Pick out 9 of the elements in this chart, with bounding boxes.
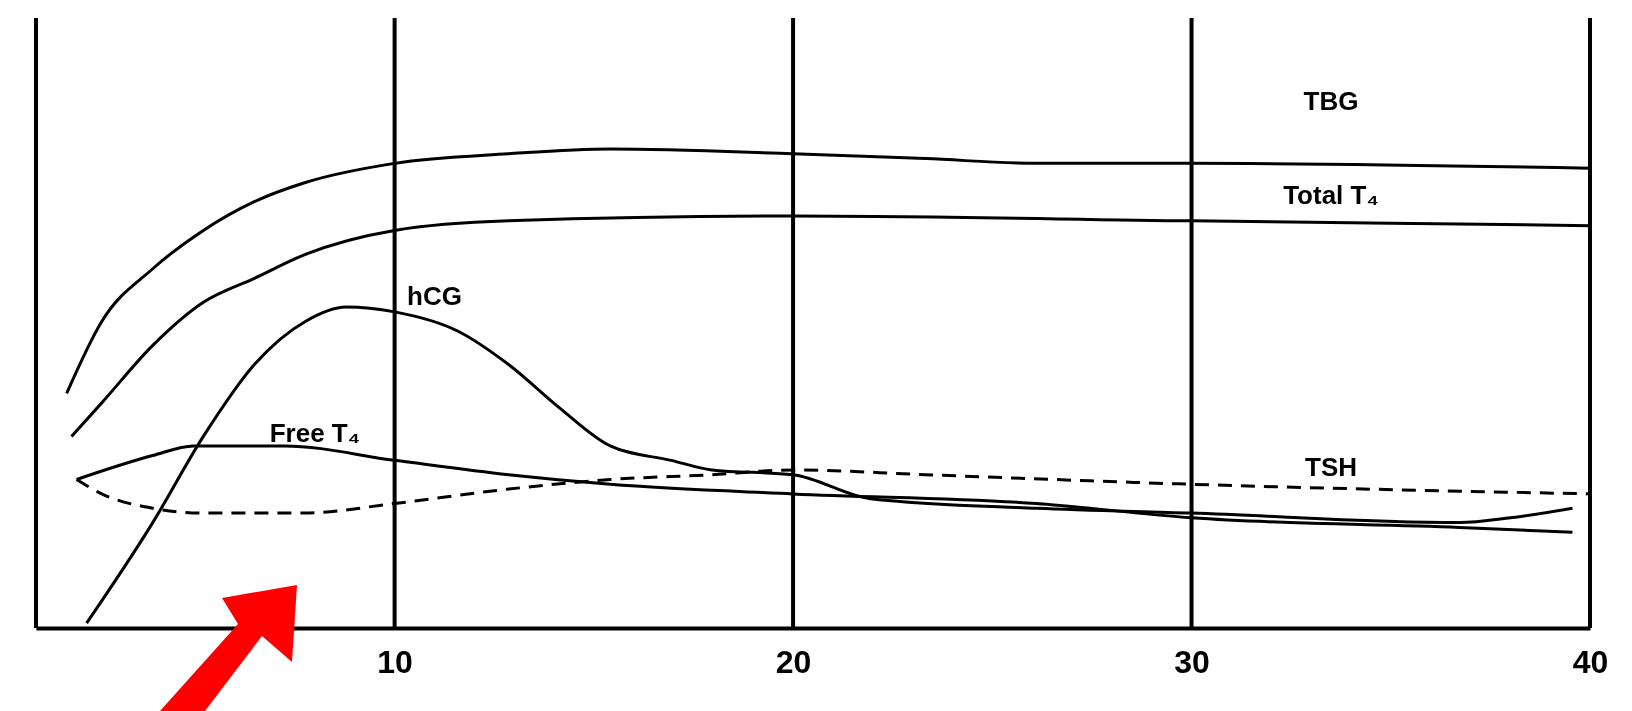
x-tick-label: 20 [775, 643, 812, 680]
series-label: TSH [1305, 451, 1357, 482]
series-label: Free T₄ [269, 418, 361, 449]
x-tick-label: 30 [1174, 643, 1210, 680]
series-label: Total T₄ [1283, 179, 1379, 210]
series-label: hCG [407, 281, 462, 312]
x-tick-label: 40 [1572, 643, 1609, 680]
x-tick-label: 10 [377, 643, 413, 680]
series-label: TBG [1303, 86, 1359, 117]
